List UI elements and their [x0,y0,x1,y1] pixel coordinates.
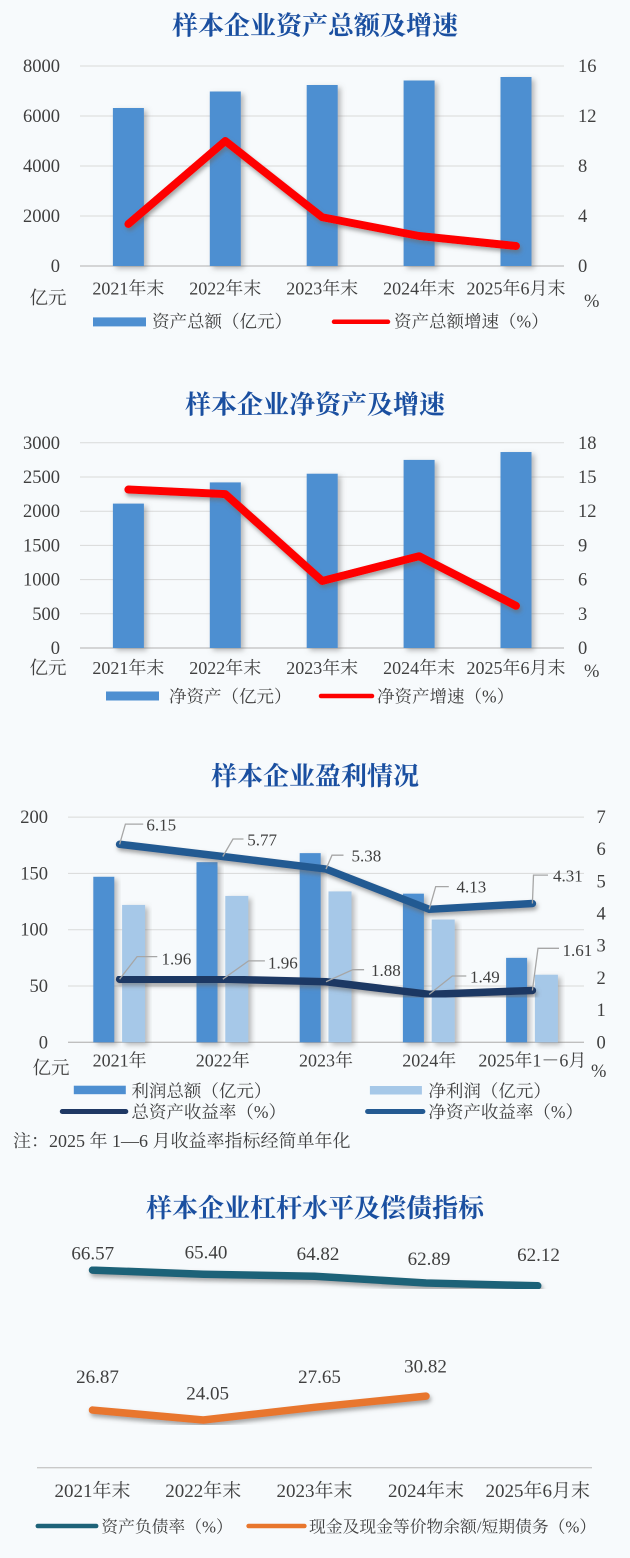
svg-text:2024年末: 2024年末 [383,278,455,298]
svg-text:2023年: 2023年 [299,1050,353,1070]
svg-text:18: 18 [578,434,597,454]
svg-text:2500: 2500 [23,468,60,488]
svg-text:利润总额（亿元）: 利润总额（亿元） [131,1081,271,1101]
svg-text:6: 6 [597,840,606,860]
svg-text:8: 8 [578,157,587,177]
svg-text:2025年6月末: 2025年6月末 [485,1480,590,1502]
svg-text:6000: 6000 [23,107,60,127]
svg-text:2022年末: 2022年末 [189,278,261,298]
svg-text:26.87: 26.87 [76,1367,119,1388]
svg-text:62.12: 62.12 [517,1245,560,1266]
svg-text:5.38: 5.38 [352,847,382,866]
svg-text:200: 200 [20,808,48,828]
svg-text:资产负债率（%）: 资产负债率（%） [101,1518,232,1537]
svg-text:12: 12 [578,107,597,127]
svg-text:24.05: 24.05 [186,1384,229,1405]
svg-text:15: 15 [578,468,597,488]
svg-text:2024年末: 2024年末 [383,658,455,678]
svg-text:2021年末: 2021年末 [54,1480,130,1502]
svg-text:62.89: 62.89 [408,1249,451,1270]
svg-text:0: 0 [51,257,60,277]
svg-text:16: 16 [578,57,597,77]
svg-text:8000: 8000 [23,57,60,77]
svg-text:4.31: 4.31 [553,867,583,886]
svg-text:样本企业净资产及增速: 样本企业净资产及增速 [185,390,445,419]
svg-text:4: 4 [597,905,606,925]
svg-text:2022年末: 2022年末 [165,1480,241,1502]
svg-text:2025年6月末: 2025年6月末 [467,278,566,298]
svg-text:亿元: 亿元 [29,288,66,309]
svg-text:4000: 4000 [23,157,60,177]
svg-text:2022年: 2022年 [196,1050,250,1070]
svg-text:净资产（亿元）: 净资产（亿元） [169,687,292,707]
svg-text:6.15: 6.15 [146,816,176,835]
svg-text:2000: 2000 [23,502,60,522]
svg-text:1.49: 1.49 [470,968,500,987]
svg-text:0: 0 [578,257,587,277]
svg-text:30.82: 30.82 [404,1357,447,1378]
svg-text:0: 0 [39,1033,48,1053]
svg-text:4.13: 4.13 [457,878,487,897]
svg-text:1.88: 1.88 [371,961,401,980]
svg-text:2023年末: 2023年末 [286,658,358,678]
svg-text:65.40: 65.40 [185,1243,228,1264]
svg-text:现金及现金等价物余额/短期债务（%）: 现金及现金等价物余额/短期债务（%） [309,1518,596,1537]
svg-text:1.96: 1.96 [162,950,192,969]
svg-text:3: 3 [578,605,587,625]
svg-text:2021年: 2021年 [93,1050,147,1070]
svg-text:2025年6月末: 2025年6月末 [467,658,566,678]
svg-text:3: 3 [597,937,606,957]
svg-text:2022年末: 2022年末 [189,658,261,678]
svg-text:样本企业资产总额及增速: 样本企业资产总额及增速 [172,12,458,41]
svg-text:资产总额增速（%）: 资产总额增速（%） [394,312,549,332]
svg-text:2021年末: 2021年末 [92,278,164,298]
svg-text:100: 100 [20,921,48,941]
svg-text:9: 9 [578,536,587,556]
svg-text:66.57: 66.57 [71,1244,114,1265]
svg-text:净资产增速（%）: 净资产增速（%） [377,687,514,707]
svg-text:2024年末: 2024年末 [388,1480,464,1502]
svg-text:1000: 1000 [23,571,60,591]
svg-text:%: % [584,292,599,312]
svg-text:亿元: 亿元 [32,1058,69,1079]
svg-text:%: % [584,662,599,682]
svg-text:6: 6 [578,571,587,591]
svg-text:2021年末: 2021年末 [92,658,164,678]
svg-text:2024年: 2024年 [402,1050,456,1070]
svg-text:64.82: 64.82 [297,1244,340,1265]
svg-text:1.61: 1.61 [563,941,593,960]
svg-text:3000: 3000 [23,434,60,454]
svg-text:4: 4 [578,207,587,227]
svg-text:27.65: 27.65 [298,1367,341,1388]
svg-text:2023年末: 2023年末 [276,1480,352,1502]
svg-text:样本企业盈利情况: 样本企业盈利情况 [211,762,419,791]
svg-text:净利润（亿元）: 净利润（亿元） [428,1081,551,1101]
svg-text:50: 50 [30,977,49,997]
svg-text:亿元: 亿元 [29,658,66,679]
svg-text:2000: 2000 [23,207,60,227]
svg-text:2025年1－6月: 2025年1－6月 [478,1050,586,1070]
svg-text:样本企业杠杆水平及偿债指标: 样本企业杠杆水平及偿债指标 [146,1194,484,1223]
svg-text:2023年末: 2023年末 [286,278,358,298]
svg-text:1.96: 1.96 [268,954,298,973]
svg-text:5: 5 [597,872,606,892]
svg-text:1: 1 [597,1001,606,1021]
svg-text:资产总额（亿元）: 资产总额（亿元） [152,312,292,332]
svg-text:总资产收益率（%）: 总资产收益率（%） [131,1102,286,1122]
svg-text:净资产收益率（%）: 净资产收益率（%） [428,1102,583,1122]
svg-text:2: 2 [597,969,606,989]
svg-text:0: 0 [578,639,587,659]
svg-text:0: 0 [51,639,60,659]
svg-text:注：2025 年 1—6 月收益率指标经简单年化: 注：2025 年 1—6 月收益率指标经简单年化 [13,1131,351,1151]
svg-text:0: 0 [597,1033,606,1053]
svg-text:7: 7 [597,808,606,828]
svg-text:12: 12 [578,502,597,522]
svg-text:150: 150 [20,864,48,884]
svg-text:%: % [591,1062,606,1082]
svg-text:1500: 1500 [23,536,60,556]
svg-text:500: 500 [32,605,60,625]
svg-text:5.77: 5.77 [247,831,277,850]
